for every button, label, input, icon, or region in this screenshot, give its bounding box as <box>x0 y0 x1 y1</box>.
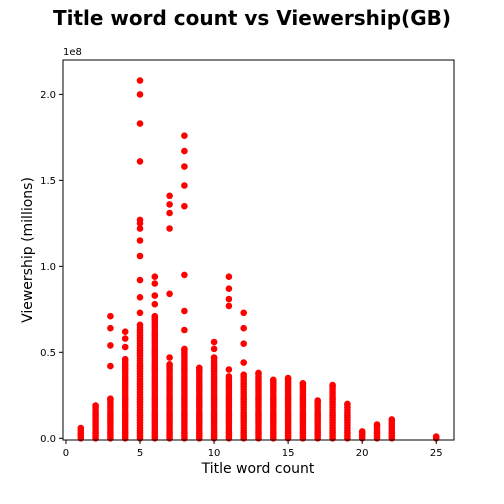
data-points <box>77 77 440 442</box>
data-point <box>136 225 144 232</box>
data-point <box>299 380 307 387</box>
data-point <box>225 273 233 281</box>
data-point <box>240 359 247 366</box>
data-point <box>107 362 114 370</box>
data-point <box>329 381 336 389</box>
data-point <box>196 364 203 372</box>
data-point <box>314 397 322 404</box>
data-point <box>166 201 173 208</box>
data-point <box>151 273 159 281</box>
data-point <box>107 395 114 403</box>
data-point <box>225 295 233 303</box>
y-tick-label: 2.0 <box>40 90 56 101</box>
data-point <box>181 271 188 279</box>
data-point <box>151 280 159 287</box>
x-tick-label: 5 <box>137 448 143 459</box>
data-point <box>77 424 85 432</box>
data-point <box>166 354 173 361</box>
x-tick-label: 0 <box>63 448 69 459</box>
data-point <box>255 369 262 377</box>
data-point <box>240 324 247 332</box>
y-tick-label: 0.5 <box>40 348 56 359</box>
data-point <box>284 374 292 382</box>
data-point <box>151 312 159 320</box>
data-point <box>121 343 129 351</box>
data-point <box>181 345 188 353</box>
data-point <box>225 366 233 373</box>
data-point <box>136 309 144 317</box>
data-point <box>181 182 188 189</box>
data-point <box>166 290 173 298</box>
data-point <box>432 433 440 440</box>
data-point <box>136 294 144 301</box>
data-point <box>166 361 173 368</box>
data-point <box>136 120 144 127</box>
x-tick-label: 20 <box>356 448 369 459</box>
y-axis: 0.0 0.5 1.0 1.5 2.0 <box>40 90 63 445</box>
x-tick-label: 15 <box>282 448 295 459</box>
data-point <box>166 225 173 232</box>
data-point <box>270 376 277 384</box>
data-point <box>136 276 144 284</box>
data-point <box>136 237 144 244</box>
data-point <box>373 421 381 428</box>
data-point <box>151 300 159 308</box>
data-point <box>225 373 233 380</box>
chart-title: Title word count vs Viewership(GB) <box>53 6 451 30</box>
y-tick-label: 1.0 <box>40 262 56 273</box>
y-offset-label: 1e8 <box>63 47 82 58</box>
data-point <box>107 324 114 332</box>
y-tick-label: 0.0 <box>40 434 56 445</box>
data-point <box>388 416 396 423</box>
data-point <box>240 309 247 317</box>
data-point <box>181 163 188 170</box>
data-point <box>136 158 144 165</box>
data-point <box>358 428 366 435</box>
data-point <box>210 345 218 353</box>
data-point <box>92 402 99 409</box>
data-point <box>121 355 129 363</box>
data-point <box>136 252 144 260</box>
data-point <box>166 209 173 217</box>
data-point <box>225 302 233 310</box>
data-point <box>181 147 188 155</box>
data-point <box>240 371 247 379</box>
data-point <box>225 285 233 293</box>
data-point <box>136 77 144 84</box>
plot-frame <box>62 59 455 441</box>
data-point <box>136 91 144 98</box>
data-point <box>181 326 188 334</box>
y-tick-label: 1.5 <box>40 176 56 187</box>
data-point <box>210 338 218 346</box>
x-axis: 0 5 10 15 20 25 <box>63 440 443 459</box>
data-point <box>136 216 144 224</box>
data-point <box>121 328 129 336</box>
data-point <box>181 307 188 315</box>
data-point <box>121 335 129 342</box>
data-point <box>210 354 218 361</box>
x-tick-label: 10 <box>208 448 221 459</box>
data-point <box>181 132 188 139</box>
y-axis-label: Viewership (millions) <box>20 177 36 323</box>
data-point <box>240 340 247 348</box>
data-point <box>181 202 188 210</box>
data-point <box>151 292 159 299</box>
x-tick-label: 25 <box>430 448 443 459</box>
data-point <box>344 400 351 408</box>
data-point <box>166 192 173 200</box>
data-point <box>107 312 114 320</box>
x-axis-label: Title word count <box>201 461 315 477</box>
data-point <box>107 342 114 349</box>
data-point <box>136 321 144 329</box>
